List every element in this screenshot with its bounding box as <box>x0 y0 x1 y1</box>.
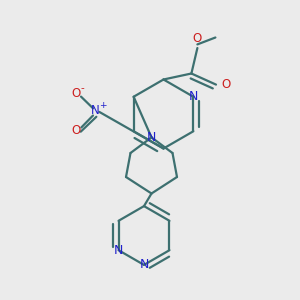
Text: N: N <box>114 244 123 257</box>
Text: N: N <box>189 90 198 103</box>
Text: O: O <box>71 87 80 100</box>
Text: N: N <box>147 131 156 144</box>
Text: N: N <box>91 104 100 117</box>
Text: O: O <box>193 32 202 45</box>
Text: N: N <box>139 258 149 272</box>
Text: O: O <box>221 78 231 91</box>
Text: +: + <box>99 101 107 110</box>
Text: O: O <box>71 124 80 137</box>
Text: -: - <box>81 83 85 93</box>
